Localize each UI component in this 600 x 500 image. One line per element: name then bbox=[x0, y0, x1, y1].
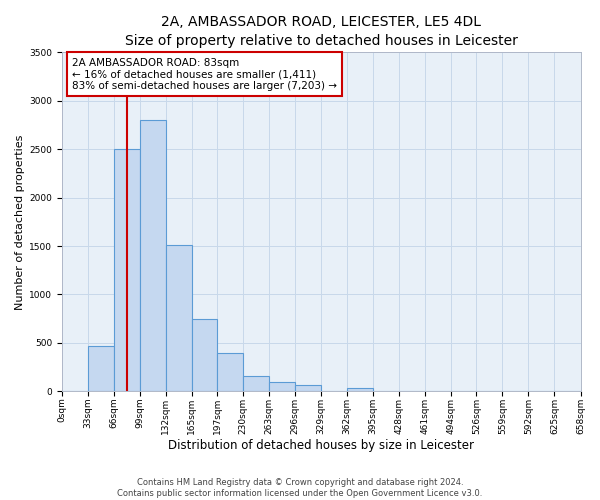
Bar bbox=[166, 245, 192, 392]
Bar bbox=[295, 385, 321, 392]
Y-axis label: Number of detached properties: Number of detached properties bbox=[15, 134, 25, 310]
Bar bbox=[269, 382, 295, 392]
Text: Contains HM Land Registry data © Crown copyright and database right 2024.
Contai: Contains HM Land Registry data © Crown c… bbox=[118, 478, 482, 498]
X-axis label: Distribution of detached houses by size in Leicester: Distribution of detached houses by size … bbox=[168, 440, 474, 452]
Text: 2A AMBASSADOR ROAD: 83sqm
← 16% of detached houses are smaller (1,411)
83% of se: 2A AMBASSADOR ROAD: 83sqm ← 16% of detac… bbox=[72, 58, 337, 90]
Bar bbox=[217, 352, 243, 392]
Bar bbox=[347, 388, 373, 392]
Bar bbox=[192, 318, 217, 392]
Bar bbox=[88, 346, 114, 392]
Title: 2A, AMBASSADOR ROAD, LEICESTER, LE5 4DL
Size of property relative to detached ho: 2A, AMBASSADOR ROAD, LEICESTER, LE5 4DL … bbox=[125, 15, 518, 48]
Bar bbox=[243, 376, 269, 392]
Bar bbox=[114, 150, 140, 392]
Bar bbox=[140, 120, 166, 392]
